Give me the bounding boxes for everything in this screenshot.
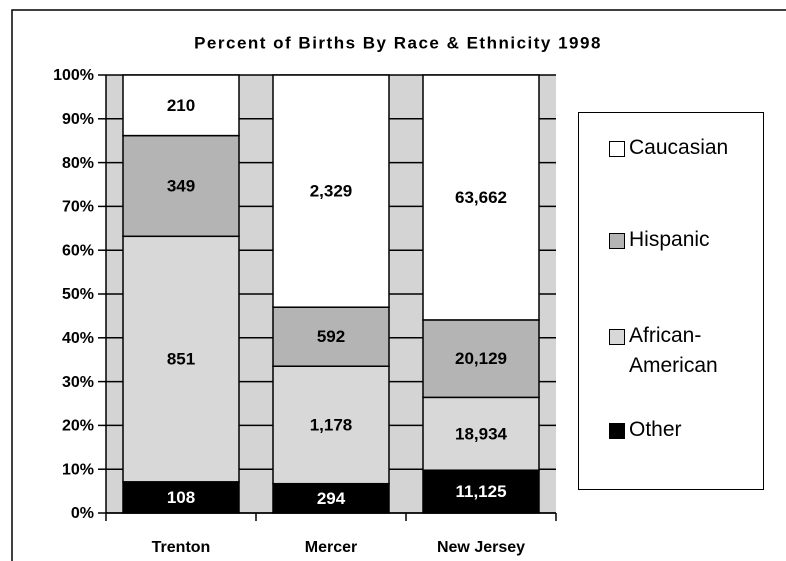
legend-swatch [609, 423, 625, 439]
bar-segment [272, 306, 390, 367]
legend-swatch [609, 233, 625, 249]
data-label: 592 [317, 327, 345, 346]
legend-label: Caucasian [629, 136, 729, 159]
data-label: 11,125 [455, 482, 506, 501]
legend-item: Hispanic [609, 228, 759, 255]
bar-segment [122, 74, 240, 137]
legend-label: Other [629, 418, 682, 441]
y-tick-label: 50% [62, 286, 94, 303]
y-tick-label: 90% [62, 111, 94, 128]
x-tick-label: New Jersey [437, 539, 525, 556]
y-tick-label: 80% [62, 155, 94, 172]
y-tick-label: 20% [62, 418, 94, 435]
data-label: 210 [167, 96, 195, 115]
legend: Caucasian Hispanic African-American Other [578, 112, 764, 490]
x-tick-label: Trenton [152, 539, 211, 556]
y-tick-label: 60% [62, 242, 94, 259]
y-tick-label: 40% [62, 330, 94, 347]
data-label: 1,178 [310, 415, 353, 434]
data-label: 18,934 [455, 424, 508, 443]
bar-segment [422, 74, 540, 321]
data-label: 294 [317, 489, 346, 508]
legend-item: African-American [609, 324, 759, 381]
data-label: 63,662 [455, 188, 507, 207]
y-tick-label: 10% [62, 461, 94, 478]
legend-item: Other [609, 418, 759, 445]
y-tick-label: 0% [71, 505, 94, 522]
chart-title: Percent of Births By Race & Ethnicity 19… [194, 33, 602, 52]
legend-swatch [609, 141, 625, 157]
data-label: 20,129 [455, 349, 507, 368]
x-tick-label: Mercer [305, 539, 357, 556]
y-tick-label: 70% [62, 199, 94, 216]
y-tick-label: 100% [53, 67, 94, 84]
bar-segment [122, 481, 240, 514]
legend-item: Caucasian [609, 136, 759, 163]
bar-segment [422, 396, 540, 471]
bar-segment [272, 74, 390, 308]
data-label: 851 [167, 350, 195, 369]
legend-swatch [609, 329, 625, 345]
data-label: 349 [167, 176, 195, 195]
legend-label: African-American [629, 324, 718, 377]
legend-label: Hispanic [629, 228, 710, 251]
y-tick-label: 30% [62, 374, 94, 391]
data-label: 108 [167, 488, 195, 507]
bar-segment [272, 365, 390, 485]
bar-segment [422, 319, 540, 399]
data-label: 2,329 [310, 182, 353, 201]
bar-segment [122, 235, 240, 483]
